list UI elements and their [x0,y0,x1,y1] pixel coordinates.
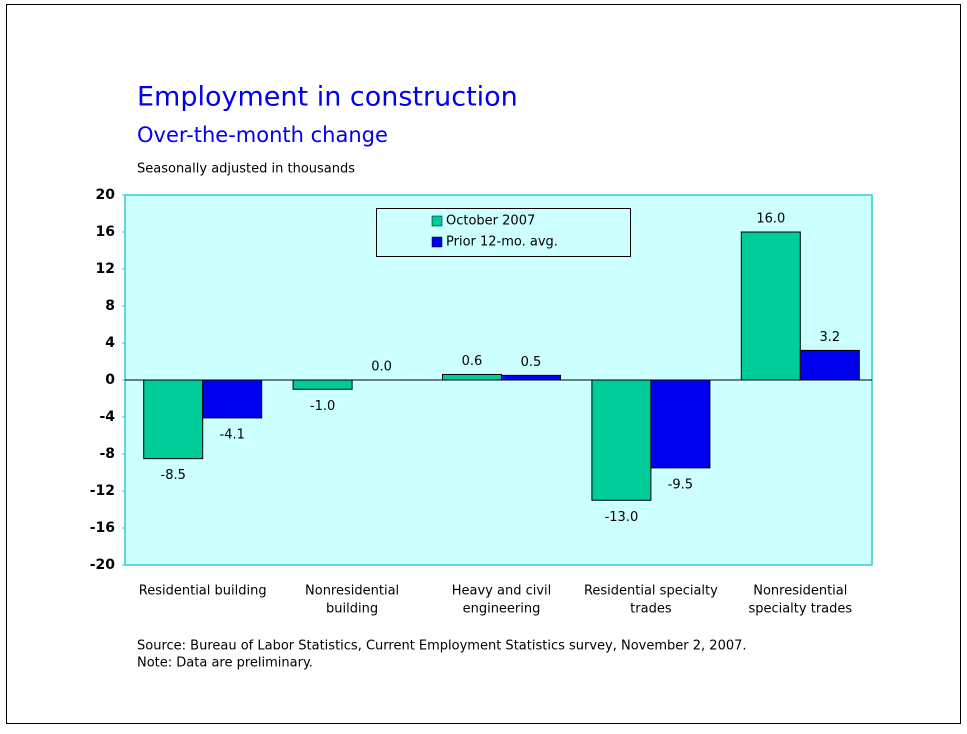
bar [292,379,353,390]
y-tick-label: 8 [105,298,115,314]
data-label: -13.0 [605,510,639,525]
data-label: 3.2 [819,330,840,345]
data-label: -8.5 [161,468,186,483]
legend-label: October 2007 [446,214,535,229]
note: Note: Data are preliminary. [137,656,313,671]
bar [143,379,204,460]
legend-swatch [431,236,443,248]
data-label: -9.5 [668,477,693,492]
bar [650,379,711,469]
y-tick-label: -16 [90,520,115,536]
y-axis-label: Seasonally adjusted in thousands [137,162,355,177]
legend-label: Prior 12-mo. avg. [446,235,558,250]
bar [740,231,801,381]
y-tick-label: -4 [99,409,115,425]
chart-title: Employment in construction [137,82,518,113]
x-tick-label: Nonresidential [753,584,847,599]
x-tick-label: specialty trades [748,602,852,617]
chart-subtitle: Over-the-month change [137,123,388,147]
y-tick-label: 16 [96,224,115,240]
legend-box [376,208,631,257]
bar [442,373,502,381]
x-tick-label: trades [630,602,672,617]
x-tick-label: building [326,602,378,617]
data-label: 0.5 [521,355,542,370]
y-tick-label: 12 [96,261,115,277]
bar [202,379,263,419]
x-tick-label: engineering [463,602,541,617]
y-tick-label: 20 [96,187,116,203]
y-tick-label: -12 [90,483,115,499]
bar [591,379,652,501]
data-label: 0.6 [462,354,483,369]
x-tick-label: Nonresidential [305,584,399,599]
y-tick-label: -8 [99,446,115,462]
y-tick-label: 4 [105,335,115,351]
data-label: -4.1 [220,427,245,442]
source-note: Source: Bureau of Labor Statistics, Curr… [137,639,747,654]
legend-swatch [431,215,443,227]
bar [501,374,561,381]
x-tick-label: Heavy and civil [452,584,552,599]
y-tick-label: -20 [90,557,116,573]
data-label: 16.0 [756,212,785,227]
y-tick-label: 0 [105,372,115,388]
x-tick-label: Residential specialty [584,584,718,599]
data-label: 0.0 [371,360,392,375]
x-tick-label: Residential building [139,584,267,599]
bar [799,349,860,381]
data-label: -1.0 [310,399,335,414]
